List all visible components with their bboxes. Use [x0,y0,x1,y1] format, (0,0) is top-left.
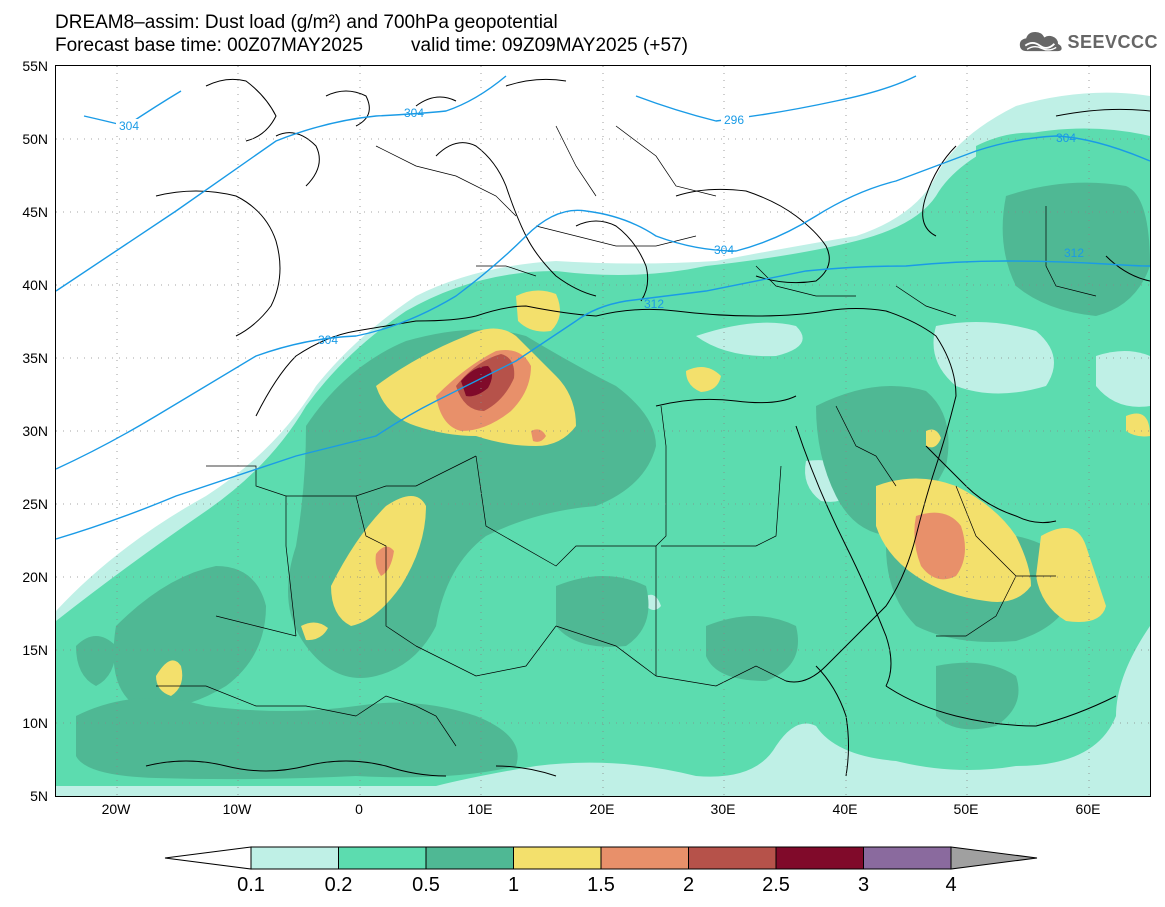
logo-text: SEEVCCC [1067,31,1158,52]
map-subtitle: Forecast base time: 00Z07MAY2025 valid ti… [55,36,688,56]
lon-label: 20E [589,801,615,817]
graticule [56,66,1150,796]
colorbar-swatch [863,846,952,870]
lon-label: 40E [832,801,858,817]
colorbar-swatch [250,846,339,870]
colorbar-label: 0.2 [324,874,353,896]
lat-label: 5N [30,788,48,804]
dust-patches-light [646,322,1150,610]
contour-label: 304 [1056,131,1076,145]
contour-label: 304 [318,333,338,347]
seevccc-logo: SEEVCCC [1018,27,1158,57]
lon-label: 60E [1075,801,1101,817]
lon-label: 50E [953,801,979,817]
colorbar-label: 0.5 [412,874,440,896]
valid-time: valid time: 09Z09MAY2025 (+57) [411,35,688,56]
colorbar-label: 1.5 [587,874,615,896]
contour-label: 312 [644,297,664,311]
colorbar-swatch [688,846,777,870]
contour-label: 304 [119,119,139,133]
lat-label: 20N [22,569,48,585]
colorbar-label: 3 [857,874,870,896]
lon-label: 10W [222,801,252,817]
lat-label: 25N [22,496,48,512]
lat-label: 40N [22,277,48,293]
dust-map: 304 304 296 304 304 312 312 304 [56,66,1150,796]
cloud-icon [1019,31,1062,52]
contour-label: 296 [724,113,744,127]
coastlines [145,78,1150,777]
colorbar-swatch [600,846,689,870]
contour-label: 304 [404,106,424,120]
contour-label: 312 [1064,246,1084,260]
colorbar-low-arrow [164,846,252,870]
colorbar [164,846,1038,870]
lat-label: 35N [22,350,48,366]
colorbar-swatch [425,846,514,870]
colorbar-label: 0.1 [237,874,265,896]
contour-labels: 304 304 296 304 304 312 312 304 [116,106,1084,347]
lon-label: 30E [710,801,736,817]
colorbar-label: 1 [507,874,520,896]
lon-label: 20W [101,801,131,817]
lat-label: 10N [22,715,48,731]
lat-label: 50N [22,131,48,147]
colorbar-label: 2.5 [762,874,790,896]
lat-label: 15N [22,642,48,658]
country-borders [156,125,1097,747]
map-panel: 304 304 296 304 304 312 312 304 [55,65,1151,797]
lat-label: 45N [22,204,48,220]
map-title: DREAM8–assim: Dust load (g/m²) and 700hP… [55,12,558,33]
base-time: Forecast base time: 00Z07MAY2025 [55,35,364,56]
contour-label: 304 [714,243,734,257]
colorbar-label: 4 [945,874,957,896]
colorbar-label: 2 [682,874,695,896]
colorbar-swatch [513,846,602,870]
lat-label: 55N [22,58,48,74]
lon-label: 0 [355,801,363,817]
colorbar-swatch [338,846,427,870]
colorbar-high-arrow [950,846,1038,870]
lon-label: 10E [467,801,493,817]
colorbar-swatch [775,846,864,870]
lat-label: 30N [22,423,48,439]
